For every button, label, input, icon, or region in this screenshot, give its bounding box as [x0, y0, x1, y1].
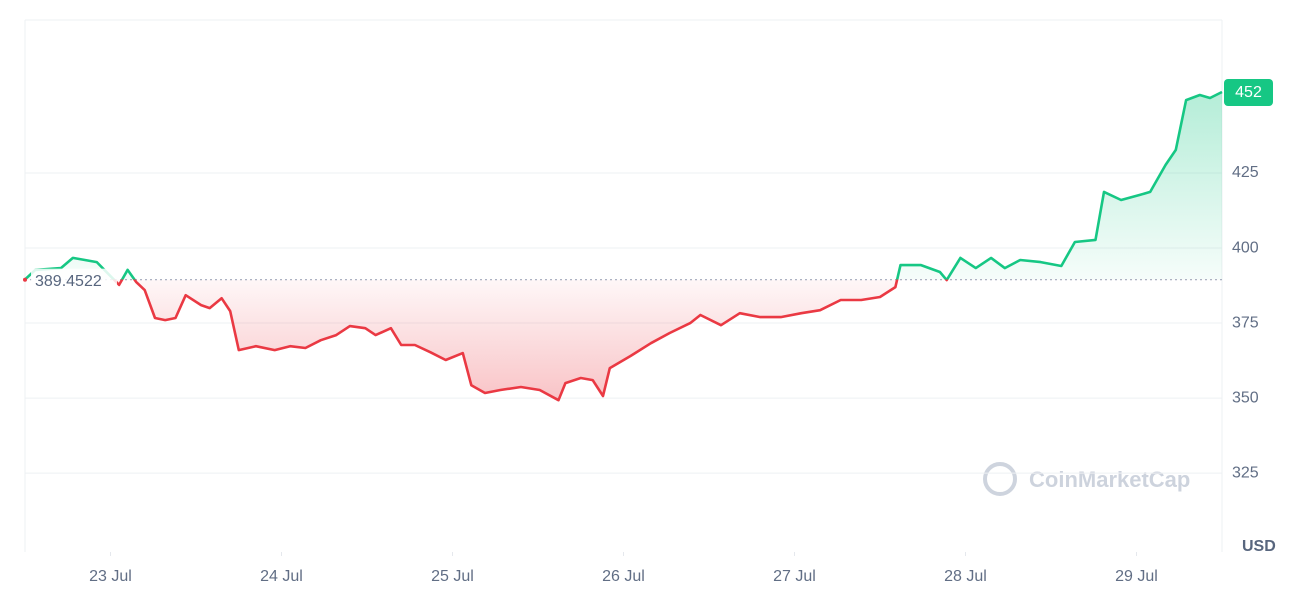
y-tick-label: 350	[1232, 389, 1259, 406]
last-price-label: 452	[1235, 84, 1262, 101]
x-tick-label: 28 Jul	[944, 568, 987, 585]
watermark-text: CoinMarketCap	[1029, 467, 1190, 492]
price-line	[24, 90, 1223, 402]
x-tick-label: 25 Jul	[431, 568, 474, 585]
price-area	[25, 92, 1222, 401]
baseline-label: 389.4522	[35, 273, 102, 290]
x-tick-label: 26 Jul	[602, 568, 645, 585]
y-tick-label: 325	[1232, 464, 1259, 481]
x-tick-label: 23 Jul	[89, 568, 132, 585]
last-price-badge	[1224, 79, 1273, 107]
y-tick-label: 400	[1232, 239, 1259, 256]
baseline-label-bg	[31, 268, 117, 291]
baseline-dot	[23, 277, 27, 282]
y-tick-label: 425	[1232, 164, 1259, 181]
y-axis-label: USD	[1242, 538, 1276, 555]
watermark-logo	[983, 462, 1017, 496]
x-tick-label: 29 Jul	[1115, 568, 1158, 585]
x-tick-label: 24 Jul	[260, 568, 303, 585]
watermark: CoinMarketCap	[983, 462, 1190, 496]
y-tick-label: 375	[1232, 314, 1259, 331]
x-tick-label: 27 Jul	[773, 568, 816, 585]
